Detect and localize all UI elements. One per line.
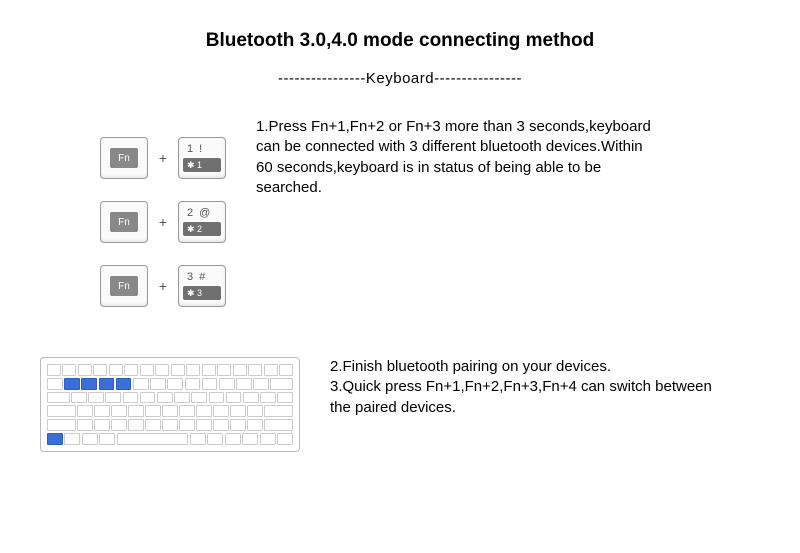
steps-2-3-text: 2.Finish bluetooth pairing on your devic… bbox=[300, 357, 712, 418]
step1-line1: 1.Press Fn+1,Fn+2 or Fn+3 more than 3 se… bbox=[256, 117, 666, 137]
fn-key: Fn bbox=[100, 201, 148, 243]
fn-label: Fn bbox=[110, 276, 138, 296]
key-3-sym: # bbox=[199, 271, 205, 283]
key-combinations: Fn + 1 ! ✱ 1 Fn + 2 @ ✱ 2 bbox=[100, 117, 226, 307]
plus-symbol: + bbox=[158, 150, 168, 166]
plus-symbol: + bbox=[158, 214, 168, 230]
key-2-num: 2 bbox=[187, 207, 193, 219]
kb-row-asdf bbox=[47, 405, 293, 417]
fn-key: Fn bbox=[100, 265, 148, 307]
key-3: 3 # ✱ 3 bbox=[178, 265, 226, 307]
step3-line1: 3.Quick press Fn+1,Fn+2,Fn+3,Fn+4 can sw… bbox=[330, 377, 712, 397]
step2-text: 2.Finish bluetooth pairing on your devic… bbox=[330, 357, 712, 377]
kb-row-fn bbox=[47, 364, 293, 376]
kb-row-num bbox=[47, 378, 293, 390]
step1-line3: 60 seconds,keyboard is in status of bein… bbox=[256, 158, 666, 199]
kb-row-space bbox=[47, 433, 293, 445]
highlighted-key-4 bbox=[116, 378, 132, 390]
highlighted-key-2 bbox=[81, 378, 97, 390]
key-1-sym: ! bbox=[199, 143, 202, 155]
page-title: Bluetooth 3.0,4.0 mode connecting method bbox=[0, 0, 800, 70]
kb-row-qwerty bbox=[47, 392, 293, 404]
highlighted-key-1 bbox=[64, 378, 80, 390]
fn-label: Fn bbox=[110, 212, 138, 232]
key-1: 1 ! ✱ 1 bbox=[178, 137, 226, 179]
fn-label: Fn bbox=[110, 148, 138, 168]
keyboard-section-header: ----------------Keyboard---------------- bbox=[0, 70, 800, 117]
key-1-bt: ✱ 1 bbox=[183, 158, 221, 172]
fn-key: Fn bbox=[100, 137, 148, 179]
kb-row-zxcv bbox=[47, 419, 293, 431]
step-1-text: 1.Press Fn+1,Fn+2 or Fn+3 more than 3 se… bbox=[226, 117, 666, 198]
key-2-sym: @ bbox=[199, 207, 210, 219]
combo-fn-2: Fn + 2 @ ✱ 2 bbox=[100, 201, 226, 243]
key-3-bt: ✱ 3 bbox=[183, 286, 221, 300]
keyboard-illustration bbox=[40, 357, 300, 452]
combo-fn-1: Fn + 1 ! ✱ 1 bbox=[100, 137, 226, 179]
key-2: 2 @ ✱ 2 bbox=[178, 201, 226, 243]
highlighted-fn-key bbox=[47, 433, 63, 445]
section-pairing: Fn + 1 ! ✱ 1 Fn + 2 @ ✱ 2 bbox=[0, 117, 800, 307]
plus-symbol: + bbox=[158, 278, 168, 294]
section-switching: 2.Finish bluetooth pairing on your devic… bbox=[0, 307, 800, 452]
step1-line2: can be connected with 3 different blueto… bbox=[256, 137, 666, 157]
combo-fn-3: Fn + 3 # ✱ 3 bbox=[100, 265, 226, 307]
key-1-num: 1 bbox=[187, 143, 193, 155]
key-2-bt: ✱ 2 bbox=[183, 222, 221, 236]
step3-line2: the paired devices. bbox=[330, 398, 712, 418]
highlighted-key-3 bbox=[99, 378, 115, 390]
key-3-num: 3 bbox=[187, 271, 193, 283]
